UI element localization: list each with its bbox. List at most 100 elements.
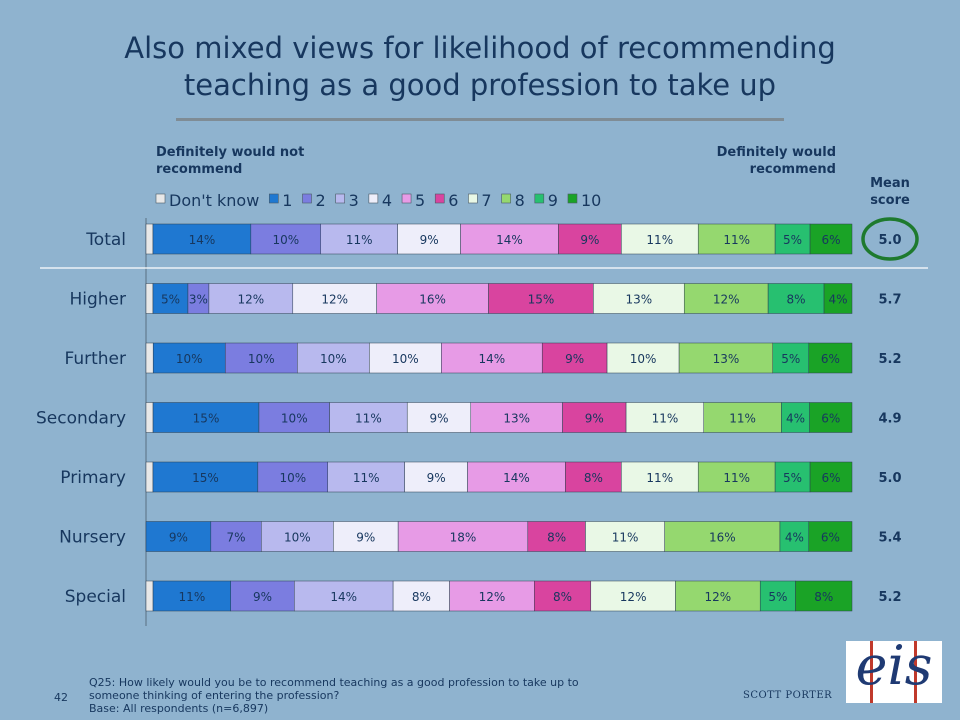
- mean-score-highlight: [861, 217, 919, 261]
- legend-swatch-5: [401, 193, 412, 204]
- page-number: 42: [54, 691, 68, 704]
- bar-segment-secondary-3: [329, 402, 408, 433]
- mean-score-total: 5.0: [878, 233, 901, 248]
- legend-swatch-7: [468, 193, 478, 204]
- bar-segment-nursery-5: [397, 521, 529, 552]
- data-label-higher-2: 3%: [189, 293, 208, 307]
- data-label-secondary-4: 9%: [429, 412, 448, 426]
- data-label-primary-7: 11%: [646, 471, 673, 485]
- mean-score-higher: 5.7: [878, 293, 901, 308]
- legend-swatch-9: [534, 193, 545, 204]
- data-label-further-1: 10%: [176, 352, 203, 366]
- data-label-nursery-10: 6%: [821, 531, 840, 545]
- legend-label-1: 1: [282, 191, 292, 210]
- data-label-total-1: 14%: [189, 233, 216, 247]
- data-label-primary-1: 15%: [192, 471, 219, 485]
- data-label-total-2: 10%: [272, 233, 299, 247]
- bar-segment-special-7: [590, 580, 676, 612]
- data-label-higher-6: 15%: [528, 293, 555, 307]
- bar-segment-nursery-3: [261, 521, 334, 552]
- data-label-further-7: 10%: [630, 352, 657, 366]
- anchor-label-low: Definitely would not recommend: [156, 145, 305, 177]
- data-label-primary-10: 6%: [822, 471, 841, 485]
- bar-segment-secondary-2: [258, 402, 330, 433]
- legend-swatch-10: [567, 193, 578, 204]
- data-label-special-8: 12%: [705, 590, 732, 604]
- bar-segment-nursery-7: [585, 521, 665, 552]
- data-label-total-8: 11%: [723, 233, 750, 247]
- category-label-primary: Primary: [60, 468, 126, 488]
- bar-segment-higher-6: [488, 283, 594, 314]
- data-label-secondary-2: 10%: [281, 412, 308, 426]
- category-label-higher: Higher: [69, 290, 126, 310]
- data-label-higher-10: 4%: [828, 293, 847, 307]
- footnote: Q25: How likely would you be to recommen…: [89, 676, 649, 715]
- bar-segment-primary-9: [774, 461, 811, 493]
- data-label-nursery-6: 8%: [547, 531, 566, 545]
- bar-segment-higher-10: [823, 283, 853, 314]
- legend-label-8: 8: [515, 191, 525, 210]
- data-label-higher-9: 8%: [787, 293, 806, 307]
- bar-segment-special-2: [230, 580, 295, 612]
- bar-segment-primary-3: [327, 461, 405, 493]
- data-label-higher-8: 12%: [713, 293, 740, 307]
- bar-segment-higher-5: [376, 283, 489, 314]
- data-label-primary-5: 14%: [503, 471, 530, 485]
- data-label-primary-3: 11%: [353, 471, 380, 485]
- data-label-special-7: 12%: [620, 590, 647, 604]
- mean-score-primary: 5.0: [878, 471, 901, 486]
- data-label-nursery-7: 11%: [612, 531, 639, 545]
- data-label-special-9: 5%: [768, 590, 787, 604]
- bar-segment-further-Don't know: [145, 342, 154, 374]
- bar-segment-further-7: [606, 342, 680, 374]
- data-label-higher-3: 12%: [238, 293, 265, 307]
- bar-segment-total-2: [250, 223, 322, 255]
- bar-segment-primary-1: [152, 461, 259, 493]
- bar-segment-further-8: [678, 342, 774, 374]
- bar-segment-further-2: [224, 342, 298, 374]
- bar-segment-special-6: [534, 580, 592, 612]
- data-label-further-8: 13%: [713, 352, 740, 366]
- legend-label-7: 7: [481, 191, 491, 210]
- data-label-primary-8: 11%: [723, 471, 750, 485]
- bar-segment-primary-10: [809, 461, 853, 493]
- bar-segment-nursery-4: [333, 521, 399, 552]
- bar-segment-primary-5: [467, 461, 566, 493]
- legend-label-0: Don't know: [169, 191, 259, 210]
- logo-accent-left: [870, 641, 873, 703]
- logo-text: eis: [855, 634, 933, 697]
- bar-segment-total-5: [460, 223, 559, 255]
- legend-label-6: 6: [448, 191, 458, 210]
- bar-segment-primary-7: [621, 461, 699, 493]
- data-label-nursery-8: 16%: [709, 531, 736, 545]
- eis-logo: eis: [846, 635, 942, 703]
- data-label-primary-9: 5%: [783, 471, 802, 485]
- legend-label-5: 5: [415, 191, 425, 210]
- bar-segment-higher-9: [767, 283, 825, 314]
- legend-swatch-6: [434, 193, 445, 204]
- data-label-secondary-8: 11%: [729, 412, 756, 426]
- bar-segment-primary-Don't know: [145, 461, 154, 493]
- data-label-secondary-10: 6%: [821, 412, 840, 426]
- bar-segment-nursery-6: [527, 521, 586, 552]
- data-label-secondary-5: 13%: [503, 412, 530, 426]
- data-label-nursery-3: 10%: [284, 531, 311, 545]
- bar-segment-primary-4: [404, 461, 468, 493]
- data-label-higher-7: 13%: [625, 293, 652, 307]
- bar-segment-nursery-2: [210, 521, 262, 552]
- bar-segment-higher-1: [152, 283, 189, 314]
- category-label-secondary: Secondary: [36, 409, 126, 429]
- legend-swatch-3: [335, 193, 345, 204]
- legend-swatch-1: [268, 193, 279, 204]
- footnote-base: Base: All respondents (n=6,897): [89, 702, 269, 715]
- data-label-primary-4: 9%: [427, 471, 446, 485]
- category-label-total: Total: [85, 230, 126, 250]
- data-label-special-1: 11%: [179, 590, 206, 604]
- bar-segment-primary-8: [697, 461, 776, 493]
- bar-segment-total-Don't know: [145, 223, 154, 255]
- data-label-special-3: 14%: [330, 590, 357, 604]
- data-label-further-4: 10%: [392, 352, 419, 366]
- data-label-secondary-7: 11%: [652, 412, 679, 426]
- bar-segment-secondary-4: [406, 402, 472, 433]
- category-label-nursery: Nursery: [59, 528, 126, 548]
